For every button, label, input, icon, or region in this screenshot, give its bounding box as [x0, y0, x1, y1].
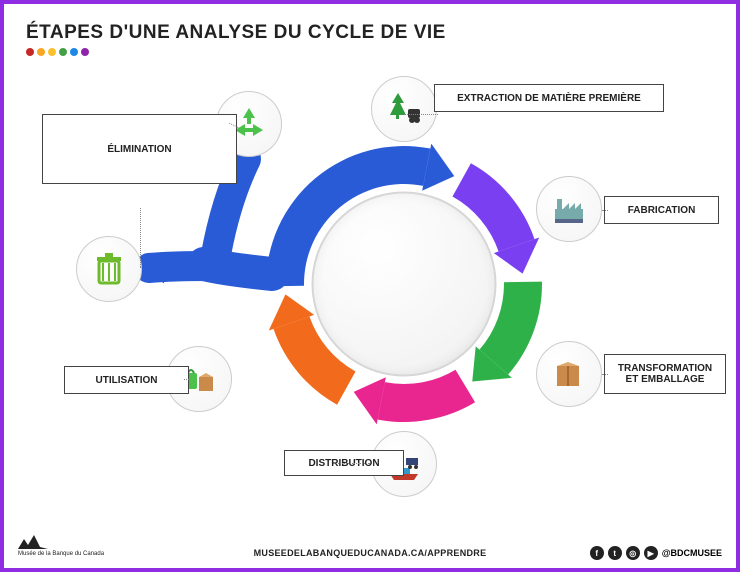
connector-line [602, 374, 608, 375]
connector-line [602, 210, 608, 211]
fabrication-bubble [536, 176, 602, 242]
connector-line [404, 114, 438, 115]
connector-line [184, 379, 190, 380]
footer-logo: Musée de la Banque du Canada [18, 533, 104, 558]
facebook-icon: f [590, 546, 604, 560]
fabrication-label: FABRICATION [604, 196, 719, 224]
footer-social: f t ◎ ▶ @BDCMUSEE [590, 546, 722, 560]
connector-line [336, 463, 370, 464]
elimination-bubble [76, 236, 142, 302]
infographic-frame: ÉTAPES D'UNE ANALYSE DU CYCLE DE VIE EXT… [0, 0, 740, 572]
extraction-bubble [371, 76, 437, 142]
elimination-label: ÉLIMINATION [42, 114, 237, 184]
youtube-icon: ▶ [644, 546, 658, 560]
twitter-icon: t [608, 546, 622, 560]
cycle-inner-circle [312, 192, 497, 377]
header-dots [26, 48, 89, 56]
connector-line [140, 208, 141, 268]
emballage-bubble [536, 341, 602, 407]
instagram-icon: ◎ [626, 546, 640, 560]
cycle-ring [264, 144, 544, 424]
footer-url: MUSEEDELABANQUEDUCANADA.CA/APPRENDRE [254, 548, 487, 558]
page-title: ÉTAPES D'UNE ANALYSE DU CYCLE DE VIE [26, 22, 446, 44]
emballage-label: TRANSFORMATION ET EMBALLAGE [604, 354, 726, 394]
extraction-label: EXTRACTION DE MATIÈRE PREMIÈRE [434, 84, 664, 112]
footer-logo-text: Musée de la Banque du Canada [18, 551, 104, 557]
social-handle: @BDCMUSEE [662, 548, 722, 558]
utilisation-label: UTILISATION [64, 366, 189, 394]
